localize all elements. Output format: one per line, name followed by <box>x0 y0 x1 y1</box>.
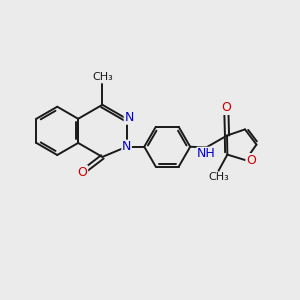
Text: O: O <box>78 166 88 179</box>
Text: NH: NH <box>197 147 216 160</box>
Text: O: O <box>246 154 256 167</box>
Text: N: N <box>124 111 134 124</box>
Text: N: N <box>122 140 131 153</box>
Text: CH₃: CH₃ <box>208 172 229 182</box>
Text: CH₃: CH₃ <box>92 72 113 82</box>
Text: O: O <box>221 101 231 114</box>
